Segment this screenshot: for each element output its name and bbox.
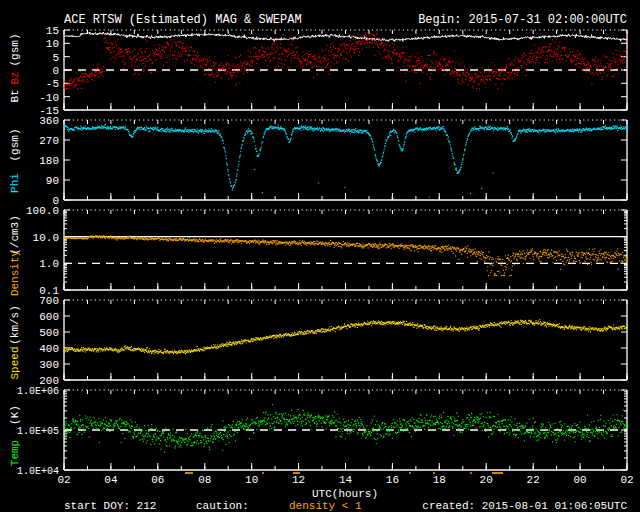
svg-text:start DOY: 212: start DOY: 212 [64,500,156,512]
svg-text:12: 12 [292,474,305,486]
svg-text:06: 06 [151,474,164,486]
svg-text:400: 400 [39,343,59,355]
svg-text:180: 180 [39,155,59,167]
svg-text:caution:: caution: [196,500,249,512]
svg-text:1.0: 1.0 [39,258,59,270]
svg-text:created: 2015-08-01 01:06:05UT: created: 2015-08-01 01:06:05UTC [422,500,627,512]
svg-text:Speed: Speed [9,346,21,379]
svg-text:360: 360 [39,115,59,127]
svg-text:16: 16 [386,474,399,486]
svg-text:1.0E+04: 1.0E+04 [17,466,59,477]
svg-text:100.0: 100.0 [26,205,59,217]
svg-text:90: 90 [46,175,59,187]
svg-text:10.0: 10.0 [33,232,59,244]
svg-text:15: 15 [46,25,59,37]
svg-text:04: 04 [104,474,118,486]
svg-text:Bt: Bt [9,89,21,102]
svg-text:(K): (K) [9,405,21,425]
svg-text:10: 10 [46,38,59,50]
svg-text:300: 300 [39,359,59,371]
svg-text:(km/s): (km/s) [9,305,21,345]
svg-text:10: 10 [245,474,258,486]
svg-text:Begin: 2015-07-31 02:00:00UTC: Begin: 2015-07-31 02:00:00UTC [418,13,627,27]
svg-text:18: 18 [433,474,446,486]
svg-text:5: 5 [52,52,59,64]
svg-text:08: 08 [198,474,211,486]
svg-text:22: 22 [527,474,540,486]
svg-text:(gsm): (gsm) [9,33,21,66]
svg-text:500: 500 [39,327,59,339]
svg-text:00: 00 [573,474,586,486]
svg-text:Temp: Temp [9,440,21,466]
svg-text:Bz: Bz [9,71,21,84]
svg-text:1.0E+06: 1.0E+06 [17,386,59,397]
svg-text:ACE RTSW (Estimated) MAG & SWE: ACE RTSW (Estimated) MAG & SWEPAM [64,13,302,27]
svg-text:1.0E+05: 1.0E+05 [17,426,59,437]
svg-text:-10: -10 [39,92,59,104]
svg-text:0: 0 [52,65,59,77]
svg-text:density < 1: density < 1 [289,500,362,512]
svg-text:(gsm): (gsm) [9,128,21,161]
svg-text:UTC(hours): UTC(hours) [312,488,378,500]
svg-text:Density: Density [9,250,21,297]
svg-text:(/cm3): (/cm3) [9,215,21,255]
svg-text:270: 270 [39,135,59,147]
svg-text:-5: -5 [46,78,59,90]
svg-text:02: 02 [57,474,70,486]
svg-text:02: 02 [620,474,633,486]
svg-text:700: 700 [39,295,59,307]
svg-text:14: 14 [339,474,353,486]
svg-text:Phi: Phi [9,173,21,193]
svg-text:600: 600 [39,311,59,323]
svg-text:20: 20 [480,474,493,486]
